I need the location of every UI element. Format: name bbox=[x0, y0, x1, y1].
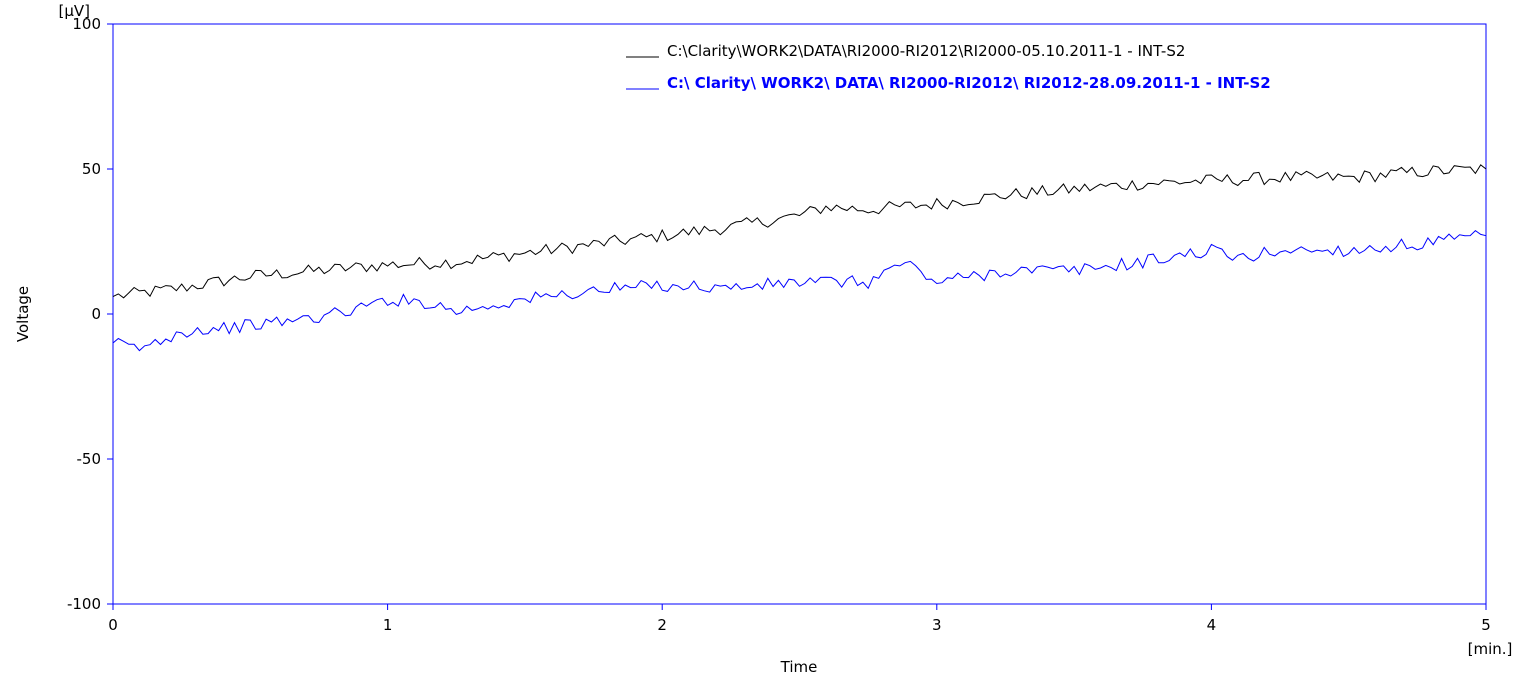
y-axis-ticks: -100 -50 0 50 100 bbox=[67, 15, 113, 613]
y-tick-label: 0 bbox=[91, 305, 101, 323]
legend: C:\Clarity\WORK2\DATA\RI2000-RI2012\RI20… bbox=[626, 42, 1271, 92]
y-tick-label: -100 bbox=[67, 595, 101, 613]
legend-label-series-1: C:\Clarity\WORK2\DATA\RI2000-RI2012\RI20… bbox=[667, 42, 1185, 60]
x-tick-label: 5 bbox=[1481, 616, 1491, 634]
x-tick-label: 2 bbox=[657, 616, 667, 634]
y-tick-label: 100 bbox=[72, 15, 101, 33]
y-tick-label: 50 bbox=[82, 160, 101, 178]
legend-label-series-2: C:\ Clarity\ WORK2\ DATA\ RI2000-RI2012\… bbox=[667, 74, 1271, 92]
series-layer bbox=[112, 164, 1487, 352]
x-tick-label: 1 bbox=[383, 616, 393, 634]
series-line-1 bbox=[112, 164, 1487, 299]
y-tick-label: -50 bbox=[77, 450, 102, 468]
x-axis-title: Time bbox=[780, 658, 818, 676]
series-line-2 bbox=[112, 229, 1487, 352]
x-unit-label: [min.] bbox=[1468, 640, 1513, 658]
x-tick-label: 4 bbox=[1207, 616, 1217, 634]
x-tick-label: 0 bbox=[108, 616, 118, 634]
plot-frame bbox=[112, 23, 1487, 605]
x-tick-label: 3 bbox=[932, 616, 942, 634]
x-axis-ticks: 0 1 2 3 4 5 bbox=[108, 604, 1491, 634]
y-unit-label: [µV] bbox=[58, 2, 90, 20]
y-axis-title: Voltage bbox=[14, 286, 32, 342]
